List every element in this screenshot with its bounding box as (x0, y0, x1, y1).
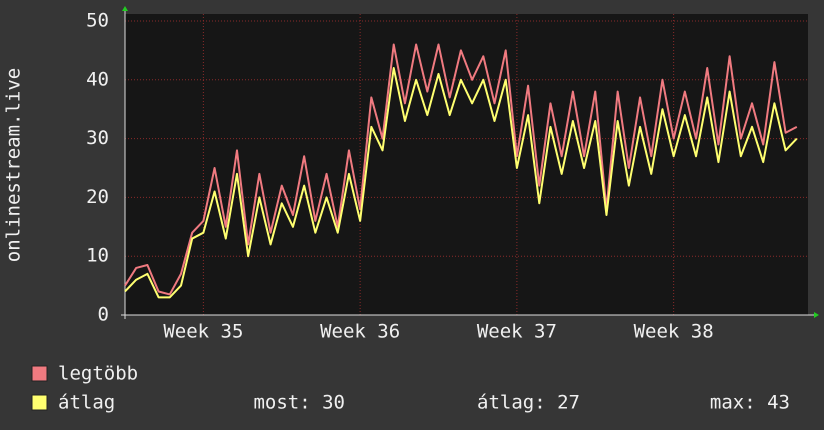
y-tick-label: 10 (86, 245, 109, 267)
x-tick-label: Week 36 (320, 321, 400, 343)
y-tick-label: 20 (86, 186, 109, 208)
x-tick-label: Week 37 (477, 321, 557, 343)
legend-label: legtöbb (58, 363, 138, 385)
x-tick-label: Week 35 (163, 321, 243, 343)
y-tick-label: 50 (86, 10, 109, 32)
stat: átlag: 27 (477, 392, 580, 414)
stat: max: 43 (710, 392, 790, 414)
axis-arrow (814, 312, 819, 318)
legend-swatch (31, 394, 48, 411)
legend-swatch (31, 365, 48, 382)
series-line (124, 43, 798, 296)
y-tick-label: 40 (86, 68, 109, 90)
plot-area (125, 14, 808, 315)
x-tick-label: Week 38 (634, 321, 714, 343)
legend-label: átlag (58, 392, 115, 414)
y-tick-label: 30 (86, 127, 109, 149)
y-axis-label: onlinestream.live (3, 68, 25, 262)
y-tick-label: 0 (98, 304, 109, 326)
axis-arrow (122, 6, 128, 11)
stat: most: 30 (253, 392, 345, 414)
series-line (124, 67, 798, 299)
